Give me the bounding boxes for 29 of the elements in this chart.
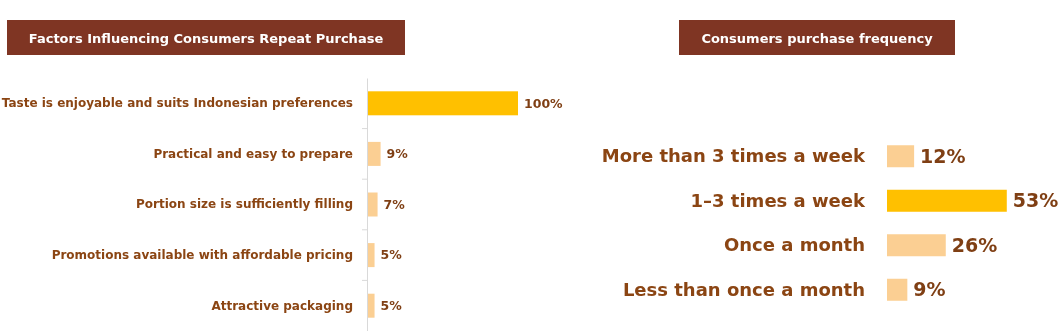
bar [367,293,375,318]
bar [887,234,946,257]
bar [367,141,381,166]
data-label: 9% [913,278,946,301]
data-label: 5% [380,247,403,263]
bar [367,91,518,116]
bar [367,243,375,268]
bar [887,145,915,168]
data-label: 5% [380,298,403,314]
y-tick-label: Less than once a month [622,278,865,300]
y-tick-label: More than 3 times a week [601,145,867,167]
y-tick-label: Once a month [723,234,865,256]
y-tick-label: Promotions available with affordable pricing [51,247,353,262]
y-tick-label: Portion size is sufficiently filling [136,197,353,212]
text: Factors Influencing Consumers Repeat Purchase [28,31,384,46]
data-label: 100% [524,95,564,111]
y-tick-label: Taste is enjoyable and suits Indonesian preferences [1,96,353,111]
bar [887,189,1007,212]
data-label: 53% [1012,189,1059,212]
bar [887,278,908,301]
y-tick-label: 1–3 times a week [690,189,867,211]
chart-title: Consumers purchase frequency [701,31,934,46]
data-label: 7% [383,196,406,212]
y-tick-label: Practical and easy to prepare [153,146,353,161]
data-label: 9% [386,146,409,162]
bar [367,192,378,217]
data-label: 12% [920,144,966,167]
data-label: 26% [951,233,998,256]
y-tick-label: Attractive packaging [211,298,353,313]
